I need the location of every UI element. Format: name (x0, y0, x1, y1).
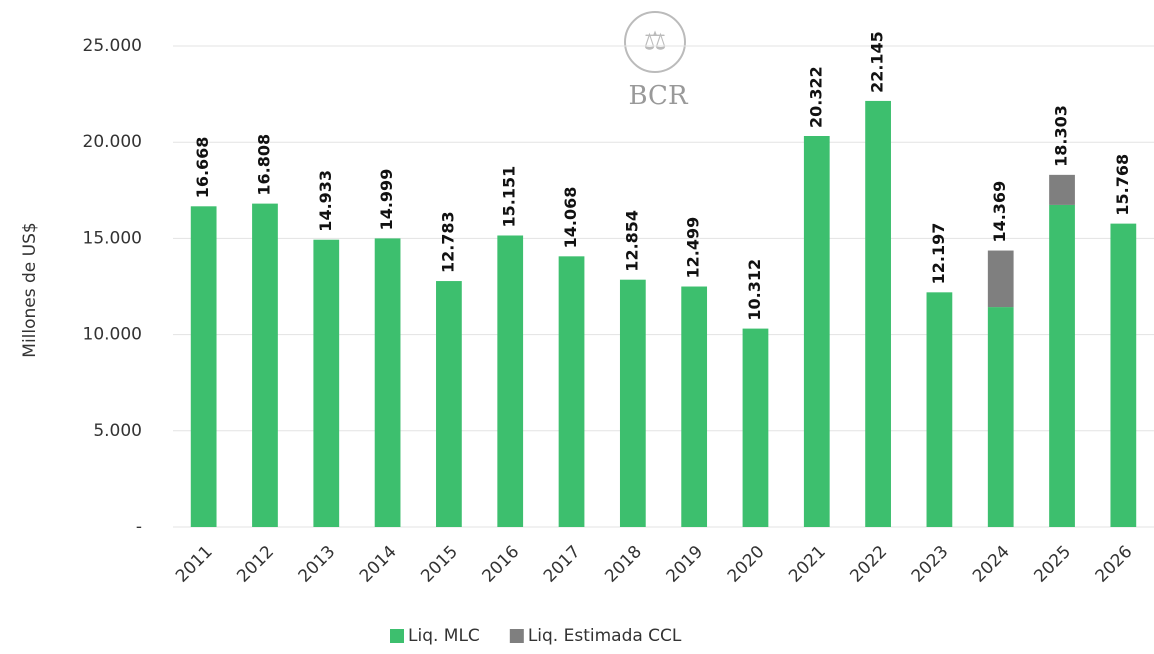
bar (681, 286, 708, 527)
y-tick-label: 20.000 (83, 132, 142, 152)
bar (1049, 174, 1075, 205)
x-tick-label: 2011 (172, 542, 217, 587)
x-tick-label: 2020 (724, 542, 769, 587)
bar (619, 279, 646, 527)
bar (252, 203, 278, 527)
bar (987, 250, 1014, 308)
bar (436, 281, 462, 527)
data-label: 12.197 (929, 223, 948, 285)
y-tick-label: 5.000 (93, 421, 142, 441)
x-tick-label: 2022 (846, 542, 891, 587)
legend-swatch (390, 629, 404, 643)
data-label: 15.151 (500, 166, 519, 228)
bar (987, 307, 1014, 527)
bar (1110, 223, 1137, 528)
x-tick-label: 2015 (417, 542, 462, 587)
bar (742, 328, 769, 527)
data-label: 20.322 (806, 66, 825, 128)
data-label: 14.068 (561, 187, 580, 249)
data-label: 22.145 (868, 31, 887, 93)
data-label: 14.999 (377, 169, 396, 231)
data-label: 16.668 (193, 137, 212, 199)
data-label: 16.808 (254, 134, 273, 196)
y-axis-label: Millones de US$ (20, 222, 40, 357)
x-tick-label: 2016 (479, 542, 524, 587)
bar (190, 206, 217, 527)
data-label: 12.499 (684, 217, 703, 279)
data-label: 14.933 (316, 170, 335, 232)
x-tick-label: 2023 (908, 542, 953, 587)
data-label: 14.369 (990, 181, 1009, 243)
legend-label: Liq. Estimada CCL (528, 626, 682, 646)
x-tick-label: 2025 (1030, 542, 1075, 587)
bar (865, 100, 891, 527)
legend: Liq. MLC Liq. Estimada CCL (390, 626, 682, 646)
data-label: 12.783 (438, 211, 457, 273)
x-tick-label: 2021 (785, 542, 830, 587)
bar (497, 235, 524, 528)
x-tick-label: 2014 (356, 542, 401, 587)
bar (803, 136, 830, 528)
legend-label: Liq. MLC (408, 626, 480, 646)
x-tick-label: 2026 (1092, 542, 1137, 587)
bar (926, 292, 953, 527)
bar (558, 256, 585, 527)
bar (374, 238, 401, 527)
y-tick-label: 15.000 (83, 228, 142, 248)
data-label: 10.312 (745, 259, 764, 321)
x-tick-label: 2013 (295, 542, 340, 587)
logo: ⚖ BCR (624, 11, 689, 111)
data-label: 12.854 (622, 210, 641, 272)
y-tick-label: - (136, 517, 142, 537)
data-label: 15.768 (1113, 154, 1132, 216)
x-tick-label: 2018 (601, 542, 646, 587)
data-label: 18.303 (1052, 105, 1071, 167)
y-tick-label: 10.000 (83, 325, 142, 345)
legend-swatch (509, 629, 524, 643)
x-tick-label: 2012 (233, 542, 278, 587)
y-tick-label: 25.000 (83, 36, 142, 56)
watermark: BCR (628, 81, 688, 111)
svg-text:⚖: ⚖ (643, 27, 666, 57)
bar (313, 239, 340, 527)
x-tick-label: 2019 (662, 542, 707, 587)
x-tick-label: 2017 (540, 542, 585, 587)
x-tick-label: 2024 (969, 542, 1014, 587)
bar (1049, 204, 1075, 527)
